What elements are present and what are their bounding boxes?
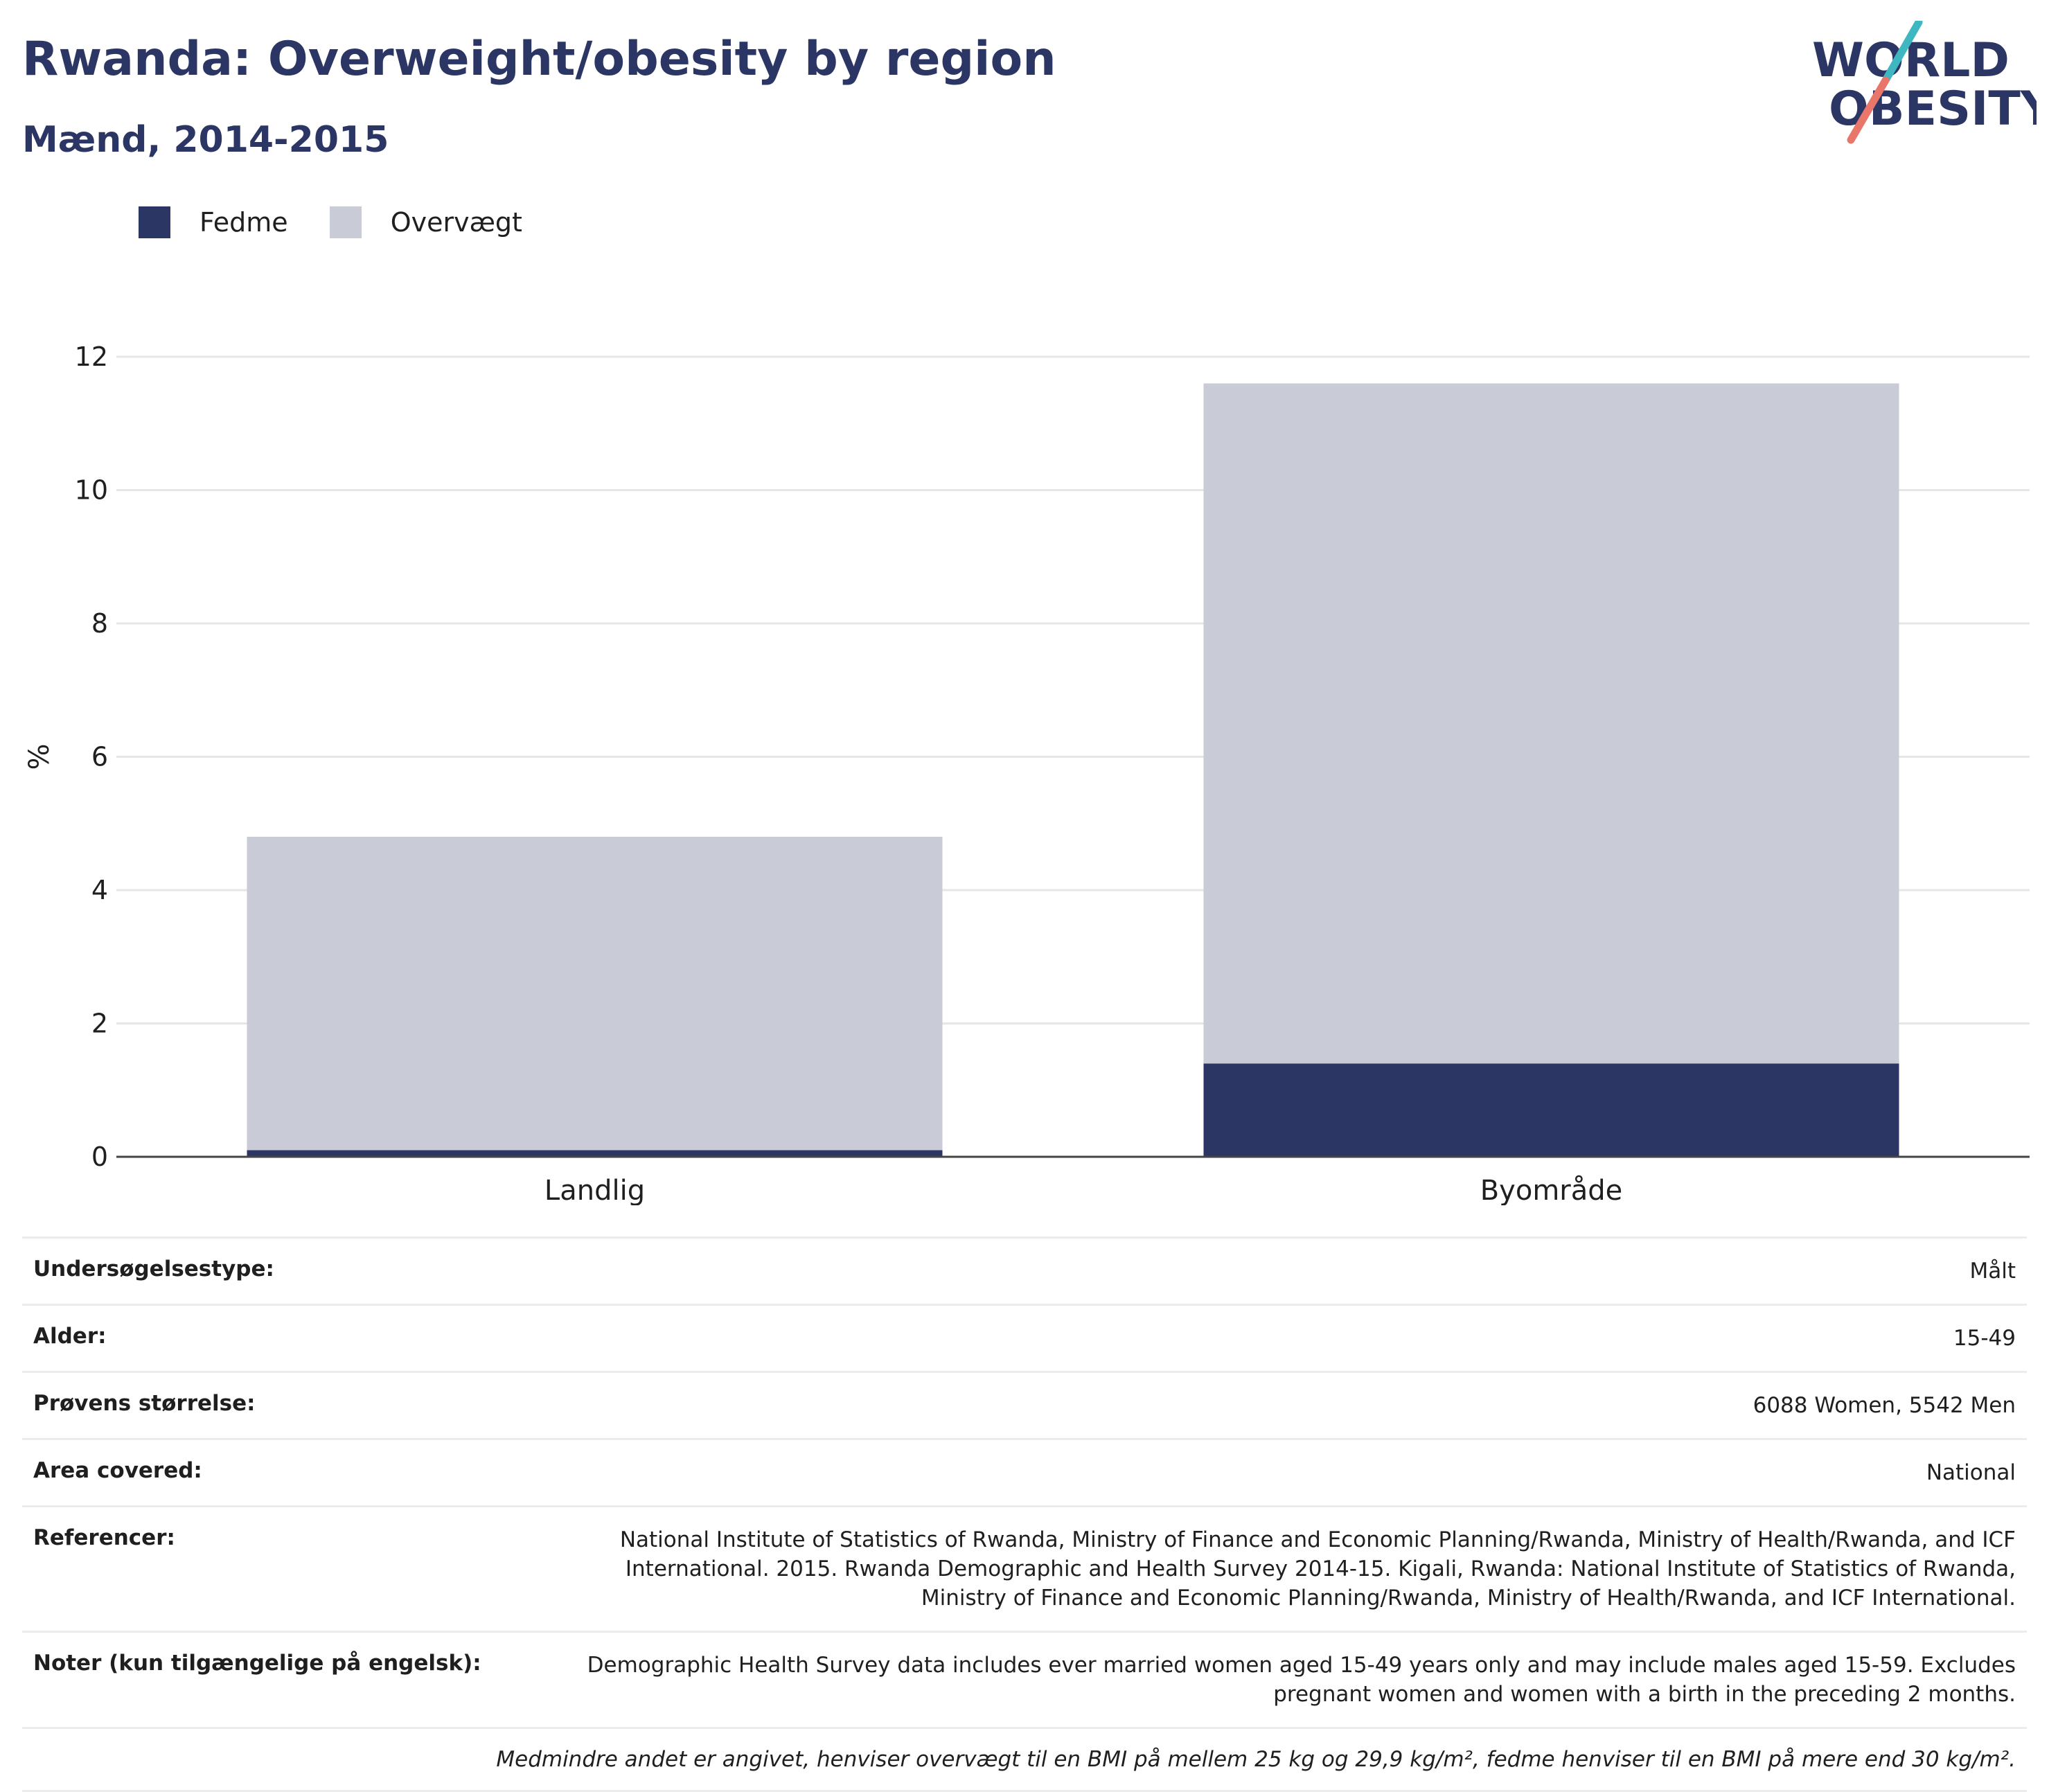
legend-label-fedme: Fedme bbox=[199, 207, 288, 238]
bar-fedme-0 bbox=[247, 1150, 943, 1157]
meta-row-notes: Noter (kun tilgængelige på engelsk): Dem… bbox=[22, 1631, 2027, 1727]
logo-text-obesity: OBESITY bbox=[1829, 82, 2037, 136]
legend-swatch-fedme bbox=[139, 206, 170, 238]
meta-row-survey-type: Undersøgelsestype: Målt bbox=[22, 1236, 2027, 1304]
bar-overvaegt-0 bbox=[247, 837, 943, 1151]
meta-value: 6088 Women, 5542 Men bbox=[1753, 1393, 2016, 1418]
y-tick-label: 0 bbox=[91, 1142, 108, 1172]
survey-metadata-table: Undersøgelsestype: Målt Alder: 15-49 Prø… bbox=[22, 1236, 2027, 1792]
legend-swatch-overvaegt bbox=[329, 206, 362, 238]
meta-label: Alder: bbox=[33, 1324, 107, 1349]
bar-fedme-1 bbox=[1203, 1063, 1899, 1157]
x-tick-label: Byområde bbox=[1480, 1175, 1623, 1205]
meta-value: National Institute of Statistics of Rwan… bbox=[619, 1527, 2016, 1611]
meta-value: 15-49 bbox=[1953, 1326, 2016, 1351]
world-obesity-logo: WORLD OBESITY bbox=[1812, 21, 2037, 144]
y-tick-label: 4 bbox=[91, 875, 108, 905]
bmi-footnote: Medmindre andet er angivet, henviser ove… bbox=[22, 1727, 2027, 1792]
y-axis-label: % bbox=[24, 743, 55, 770]
y-tick-label: 2 bbox=[91, 1009, 108, 1039]
meta-label: Prøvens størrelse: bbox=[33, 1391, 256, 1416]
y-tick-label: 8 bbox=[91, 608, 108, 639]
meta-label: Area covered: bbox=[33, 1458, 202, 1483]
y-tick-label: 10 bbox=[75, 475, 108, 506]
meta-row-references: Referencer: National Institute of Statis… bbox=[22, 1505, 2027, 1631]
meta-value: Målt bbox=[1969, 1259, 2016, 1284]
meta-row-age: Alder: 15-49 bbox=[22, 1304, 2027, 1371]
meta-value: National bbox=[1926, 1460, 2016, 1485]
meta-label: Referencer: bbox=[33, 1525, 175, 1550]
legend-item-overvaegt[interactable]: Overvægt bbox=[329, 206, 522, 238]
logo-slash-coral bbox=[1847, 76, 1890, 144]
meta-row-sample-size: Prøvens størrelse: 6088 Women, 5542 Men bbox=[22, 1371, 2027, 1438]
meta-label: Noter (kun tilgængelige på engelsk): bbox=[33, 1651, 481, 1676]
legend-item-fedme[interactable]: Fedme bbox=[139, 206, 288, 238]
legend-label-overvaegt: Overvægt bbox=[390, 207, 522, 238]
meta-label: Undersøgelsestype: bbox=[33, 1257, 274, 1281]
meta-row-area: Area covered: National bbox=[22, 1438, 2027, 1505]
chart-legend: Fedme Overvægt bbox=[139, 206, 564, 238]
stacked-bar-chart: 0 2 4 6 8 10 12% Landlig Byområde bbox=[24, 341, 2030, 1205]
logo-slash-teal bbox=[1881, 21, 1923, 85]
meta-value: Demographic Health Survey data includes … bbox=[587, 1653, 2016, 1707]
x-tick-label: Landlig bbox=[544, 1175, 645, 1205]
bar-overvaegt-1 bbox=[1203, 383, 1899, 1064]
page-subtitle: Mænd, 2014-2015 bbox=[22, 119, 389, 161]
page-title: Rwanda: Overweight/obesity by region bbox=[22, 32, 1056, 87]
y-tick-label: 12 bbox=[75, 341, 108, 372]
y-tick-label: 6 bbox=[91, 742, 108, 772]
